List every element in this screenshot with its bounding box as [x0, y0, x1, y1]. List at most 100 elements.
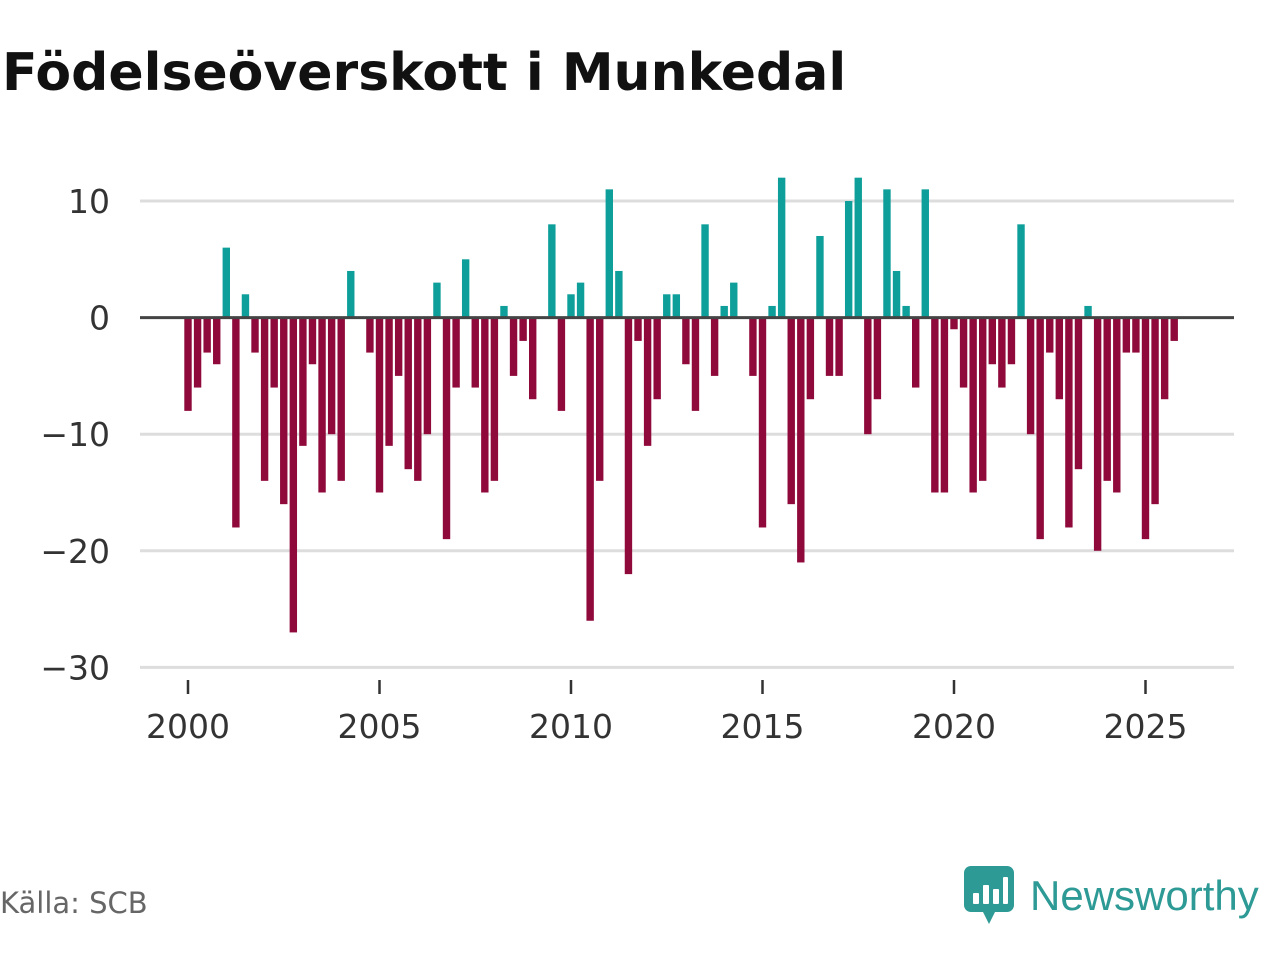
bar — [959, 317, 968, 388]
bar — [519, 317, 527, 341]
bar — [643, 317, 652, 446]
bar — [969, 317, 977, 493]
x-tick-label: 2015 — [721, 707, 805, 746]
y-tick-label: 0 — [89, 299, 110, 338]
bar — [414, 317, 422, 481]
bar — [1093, 317, 1102, 551]
bar — [672, 294, 681, 318]
bar — [308, 317, 317, 365]
bar — [500, 305, 508, 318]
bar — [596, 317, 604, 481]
bar — [921, 189, 929, 318]
bar — [615, 270, 623, 318]
bar — [576, 282, 585, 318]
bar — [653, 317, 661, 400]
bar — [1026, 317, 1035, 435]
bar — [940, 317, 949, 493]
bar — [816, 235, 824, 318]
bar — [1046, 317, 1054, 353]
bar — [1036, 317, 1044, 540]
newsworthy-brand[interactable]: Newsworthy — [964, 864, 1259, 928]
y-axis: 10 0 −10 −20 −30 — [40, 182, 110, 687]
x-axis: 2000 2005 2010 2015 2020 2025 — [146, 680, 1187, 746]
bar — [557, 317, 566, 411]
bar — [270, 317, 278, 388]
bar — [442, 317, 451, 540]
bar — [1007, 317, 1016, 365]
bar — [232, 317, 240, 528]
bar — [931, 317, 939, 493]
source-note: Källa: SCB — [0, 886, 148, 920]
y-tick-label: −30 — [40, 648, 110, 687]
y-tick-label: 10 — [68, 182, 110, 221]
bar — [777, 177, 786, 318]
brand-name: Newsworthy — [1030, 872, 1259, 919]
bar — [299, 317, 307, 446]
bar — [404, 317, 412, 470]
bar — [787, 317, 795, 505]
bar — [1103, 317, 1111, 481]
bar — [586, 317, 594, 621]
bar — [1084, 305, 1092, 318]
bar — [892, 270, 901, 318]
bar — [988, 317, 996, 365]
bar — [251, 317, 259, 353]
bar — [433, 282, 441, 318]
bar — [806, 317, 815, 400]
bar — [701, 224, 709, 318]
y-tick-label: −10 — [40, 415, 110, 454]
bar — [682, 317, 690, 365]
bar — [624, 317, 633, 575]
bar — [710, 317, 719, 376]
bar — [1151, 317, 1159, 505]
bar — [1160, 317, 1169, 400]
bar — [1141, 317, 1150, 540]
bar — [998, 317, 1006, 388]
bar — [730, 282, 738, 318]
bar — [825, 317, 834, 376]
bar — [452, 317, 460, 388]
x-tick-label: 2020 — [912, 707, 996, 746]
x-tick-label: 2005 — [338, 707, 422, 746]
bar-chart: 10 0 −10 −20 −30 2000 2005 2010 2015 2020 2025 — [40, 177, 1234, 746]
bar — [289, 317, 298, 633]
bar — [1065, 317, 1073, 528]
bars — [184, 177, 1178, 633]
bar — [1122, 317, 1131, 353]
bar — [1170, 317, 1178, 341]
bar — [241, 294, 250, 318]
x-tick-label: 2025 — [1104, 707, 1188, 746]
bar — [184, 317, 192, 411]
bar — [691, 317, 700, 411]
bar — [883, 189, 891, 318]
bar — [758, 317, 767, 528]
bar — [529, 317, 537, 400]
bar — [902, 305, 910, 318]
bar — [1055, 317, 1064, 400]
bar — [749, 317, 757, 376]
bar — [1113, 317, 1121, 493]
bar — [605, 189, 613, 318]
bar — [213, 317, 221, 365]
bar — [423, 317, 432, 435]
bar — [1074, 317, 1083, 470]
bar — [509, 317, 518, 376]
x-tick-label: 2010 — [529, 707, 613, 746]
chart-title: Födelseöverskott i Munkedal — [2, 43, 847, 103]
bar — [854, 177, 862, 318]
newsworthy-logo-icon — [964, 866, 1014, 924]
bar — [318, 317, 326, 493]
bar — [1017, 224, 1025, 318]
bar — [873, 317, 882, 400]
bar — [375, 317, 384, 493]
bar — [950, 317, 958, 330]
bar — [260, 317, 269, 481]
bar — [461, 259, 470, 318]
bar — [481, 317, 489, 493]
bar — [366, 317, 374, 353]
bar — [567, 294, 575, 318]
bar — [203, 317, 211, 353]
y-tick-label: −20 — [40, 532, 110, 571]
bar — [797, 317, 805, 563]
bar — [844, 201, 853, 318]
